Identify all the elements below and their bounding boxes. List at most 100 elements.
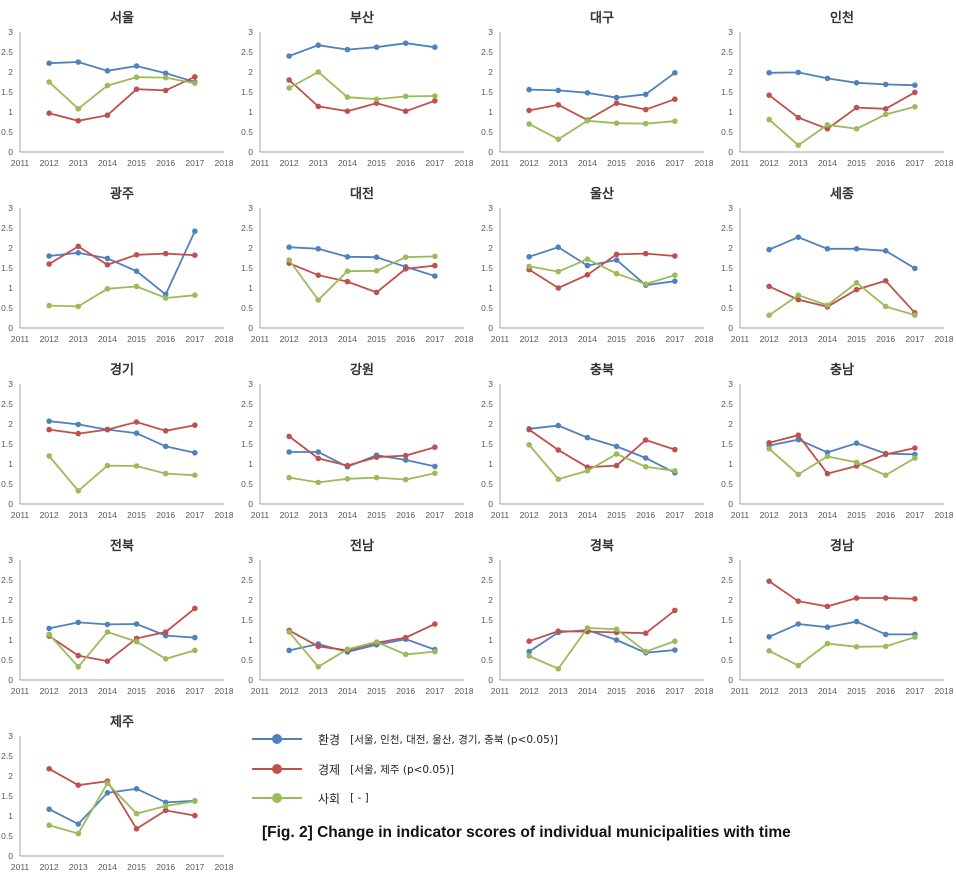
y-tick-label: 2 <box>728 243 733 253</box>
y-tick-label: 0 <box>488 675 493 685</box>
data-point <box>373 474 380 481</box>
y-tick-label: 0.5 <box>1 655 13 665</box>
data-point <box>824 75 831 82</box>
y-tick-label: 3 <box>488 555 493 565</box>
data-point <box>642 281 649 287</box>
data-point <box>824 453 831 460</box>
x-tick-label: 2012 <box>40 334 59 344</box>
x-tick-label: 2018 <box>695 686 714 696</box>
figure-caption: [Fig. 2] Change in indicator scores of i… <box>262 824 791 841</box>
data-point <box>912 445 918 451</box>
series-line-사회 <box>528 444 675 481</box>
data-point <box>766 246 772 253</box>
data-point <box>104 112 111 118</box>
data-point <box>344 46 351 53</box>
data-point <box>555 87 562 94</box>
series-line-사회 <box>48 455 195 493</box>
x-tick-label: 2012 <box>520 510 539 520</box>
x-tick-label: 2014 <box>818 158 837 168</box>
y-tick-label: 0 <box>728 147 733 157</box>
y-tick-label: 2.5 <box>481 399 493 409</box>
data-point <box>555 447 562 453</box>
data-point <box>46 60 52 66</box>
data-point <box>824 449 831 456</box>
data-point <box>584 625 591 631</box>
data-point <box>882 106 889 112</box>
y-tick-label: 1.5 <box>241 87 253 97</box>
data-point <box>584 272 591 278</box>
y-tick-label: 2.5 <box>241 575 253 585</box>
panel-title: 부산 <box>350 10 374 26</box>
series-line-사회 <box>528 119 675 141</box>
y-tick-label: 1 <box>8 283 13 293</box>
series-line-환경 <box>48 787 195 826</box>
x-tick-label: 2011 <box>11 510 30 520</box>
y-tick-label: 3 <box>8 731 13 741</box>
y-tick-label: 2 <box>8 419 13 429</box>
x-tick-label: 2016 <box>396 334 415 344</box>
panel-11: 충북 0 0.5 1 1.5 2 2.5 3 2011 2012 2013 2014 2015 2016 2… <box>481 362 714 520</box>
data-point <box>286 257 292 263</box>
y-tick-label: 2 <box>8 595 13 605</box>
x-tick-label: 2014 <box>338 158 357 168</box>
data-point <box>672 253 678 259</box>
data-point <box>672 278 678 285</box>
data-point <box>133 419 140 425</box>
panel-title: 대구 <box>590 11 614 26</box>
panel-title: 강원 <box>350 362 374 378</box>
series-line-경제 <box>768 279 916 314</box>
data-point <box>133 638 140 645</box>
x-tick-label: 2018 <box>695 334 714 344</box>
y-tick-label: 0 <box>8 323 13 333</box>
panel-13: 전북 0 0.5 1 1.5 2 2.5 3 2011 2012 2013 2014 2015 2016 2… <box>1 538 234 696</box>
series-line-환경 <box>288 638 436 653</box>
series-line-경제 <box>48 768 196 831</box>
data-point <box>795 296 802 303</box>
panel-16: 경남 0 0.5 1 1.5 2 2.5 3 2011 2012 2013 2014 2015 2016 2… <box>721 538 954 696</box>
y-tick-label: 3 <box>248 379 253 389</box>
data-point <box>526 253 532 260</box>
y-tick-label: 0 <box>728 675 733 685</box>
data-point <box>882 111 889 118</box>
x-tick-label: 2016 <box>156 334 175 344</box>
data-point <box>642 455 649 461</box>
x-tick-label: 2011 <box>491 510 510 520</box>
x-tick-label: 2018 <box>215 510 234 520</box>
data-point <box>882 278 889 284</box>
x-tick-label: 2013 <box>789 510 808 520</box>
data-point <box>824 640 831 647</box>
x-tick-label: 2015 <box>607 158 626 168</box>
panel-title: 광주 <box>110 187 134 202</box>
series-line-환경 <box>48 621 195 639</box>
y-tick-label: 0.5 <box>481 303 493 313</box>
x-tick-label: 2017 <box>905 158 924 168</box>
data-point <box>526 107 532 114</box>
data-point <box>286 77 292 83</box>
x-tick-label: 2015 <box>847 510 866 520</box>
data-point <box>882 643 889 650</box>
legend-significance-note: [서울, 인천, 대전, 울산, 경기, 충북 (p<0.05)] <box>350 733 558 746</box>
data-point <box>555 628 562 634</box>
y-tick-label: 0.5 <box>1 127 13 137</box>
y-tick-label: 3 <box>8 555 13 565</box>
data-point <box>795 142 802 148</box>
y-tick-label: 1 <box>8 811 13 821</box>
data-point <box>432 648 438 655</box>
x-tick-label: 2018 <box>215 686 234 696</box>
data-point <box>613 637 620 643</box>
series-line-환경 <box>528 246 675 287</box>
data-point <box>373 289 380 296</box>
y-tick-label: 0 <box>8 851 13 861</box>
data-point <box>373 96 380 102</box>
data-point <box>286 244 292 250</box>
data-point <box>795 114 802 121</box>
data-point <box>192 80 198 86</box>
data-point <box>642 120 649 127</box>
data-point <box>75 782 82 788</box>
data-point <box>766 648 772 654</box>
legend-significance-note: [서울, 제주 (p<0.05)] <box>350 763 454 776</box>
x-tick-label: 2018 <box>455 510 474 520</box>
data-point <box>882 595 889 601</box>
y-tick-label: 0 <box>488 147 493 157</box>
data-point <box>853 126 860 132</box>
